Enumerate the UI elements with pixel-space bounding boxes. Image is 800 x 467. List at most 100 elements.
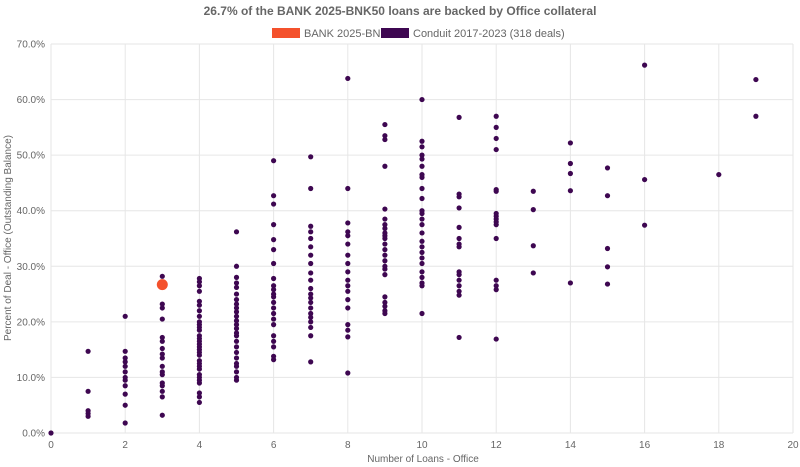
data-point-conduit[interactable]: [456, 334, 462, 341]
data-point-conduit[interactable]: [159, 305, 165, 311]
data-point-conduit[interactable]: [159, 301, 165, 307]
data-point-conduit[interactable]: [604, 281, 611, 287]
data-point-conduit[interactable]: [419, 238, 425, 244]
data-point-conduit[interactable]: [271, 338, 277, 344]
data-point-conduit[interactable]: [233, 229, 240, 235]
data-point-conduit[interactable]: [345, 220, 351, 226]
data-point-conduit[interactable]: [382, 222, 388, 228]
data-point-conduit[interactable]: [419, 171, 425, 178]
data-point-conduit[interactable]: [456, 224, 462, 230]
data-point-conduit[interactable]: [196, 308, 202, 314]
data-point-conduit[interactable]: [271, 193, 277, 199]
data-point-conduit[interactable]: [382, 303, 388, 309]
legend-item-bank[interactable]: BANK 2025-BNK50: [272, 28, 400, 40]
data-point-conduit[interactable]: [122, 348, 128, 354]
data-point-conduit[interactable]: [308, 223, 314, 229]
data-point-conduit[interactable]: [122, 374, 128, 381]
data-point-conduit[interactable]: [493, 235, 499, 242]
data-point-conduit[interactable]: [382, 241, 388, 247]
data-point-conduit[interactable]: [122, 391, 128, 397]
data-point-conduit[interactable]: [159, 394, 165, 400]
data-point-conduit[interactable]: [159, 412, 165, 418]
data-point-conduit[interactable]: [345, 241, 351, 247]
data-point-conduit[interactable]: [382, 247, 388, 253]
data-point-conduit[interactable]: [122, 402, 128, 408]
data-point-conduit[interactable]: [345, 322, 351, 328]
data-point-conduit[interactable]: [345, 233, 351, 239]
data-point-conduit[interactable]: [308, 285, 314, 292]
data-point-conduit[interactable]: [456, 288, 462, 294]
data-point-conduit[interactable]: [493, 135, 499, 142]
data-point-conduit[interactable]: [159, 334, 165, 341]
data-point-conduit[interactable]: [382, 263, 388, 269]
data-point-conduit[interactable]: [419, 185, 425, 192]
data-point-bank[interactable]: [156, 279, 168, 291]
data-point-conduit[interactable]: [382, 252, 388, 258]
data-point-conduit[interactable]: [308, 270, 314, 276]
data-point-conduit[interactable]: [345, 260, 351, 267]
data-point-conduit[interactable]: [530, 207, 536, 213]
data-point-conduit[interactable]: [233, 369, 240, 375]
data-point-conduit[interactable]: [196, 288, 202, 294]
data-point-conduit[interactable]: [308, 324, 314, 331]
data-point-conduit[interactable]: [271, 322, 277, 328]
data-point-conduit[interactable]: [85, 348, 91, 354]
data-point-conduit[interactable]: [271, 305, 277, 311]
data-point-conduit[interactable]: [122, 420, 128, 426]
data-point-conduit[interactable]: [753, 76, 759, 83]
data-point-conduit[interactable]: [345, 229, 351, 235]
data-point-conduit[interactable]: [308, 154, 314, 160]
data-point-conduit[interactable]: [716, 171, 722, 178]
data-point-conduit[interactable]: [271, 333, 277, 339]
data-point-conduit[interactable]: [122, 355, 128, 361]
data-point-conduit[interactable]: [382, 258, 388, 264]
data-point-conduit[interactable]: [308, 299, 314, 306]
data-point-conduit[interactable]: [567, 160, 574, 167]
data-point-conduit[interactable]: [419, 138, 425, 144]
data-point-conduit[interactable]: [196, 313, 202, 319]
data-point-conduit[interactable]: [233, 355, 240, 361]
data-point-conduit[interactable]: [345, 75, 351, 82]
data-point-conduit[interactable]: [419, 152, 425, 158]
data-point-conduit[interactable]: [382, 121, 388, 128]
data-point-conduit[interactable]: [345, 288, 351, 294]
data-point-conduit[interactable]: [271, 310, 277, 317]
data-point-conduit[interactable]: [345, 370, 351, 376]
data-point-conduit[interactable]: [456, 241, 462, 247]
data-point-conduit[interactable]: [419, 255, 425, 261]
data-point-conduit[interactable]: [753, 113, 759, 119]
data-point-conduit[interactable]: [233, 344, 240, 350]
data-point-conduit[interactable]: [233, 338, 240, 344]
data-point-conduit[interactable]: [196, 283, 202, 289]
data-point-conduit[interactable]: [233, 263, 240, 269]
data-point-conduit[interactable]: [382, 216, 388, 222]
data-point-conduit[interactable]: [271, 291, 277, 297]
data-point-conduit[interactable]: [159, 338, 165, 344]
data-point-conduit[interactable]: [271, 222, 277, 228]
data-point-conduit[interactable]: [419, 249, 425, 255]
data-point-conduit[interactable]: [493, 287, 499, 293]
data-point-conduit[interactable]: [456, 191, 462, 197]
data-point-conduit[interactable]: [345, 277, 351, 283]
data-point-conduit[interactable]: [345, 283, 351, 289]
data-point-conduit[interactable]: [233, 322, 240, 328]
data-point-conduit[interactable]: [308, 295, 314, 301]
data-point-conduit[interactable]: [567, 188, 574, 194]
data-point-conduit[interactable]: [419, 230, 425, 236]
data-point-conduit[interactable]: [456, 277, 462, 283]
data-point-conduit[interactable]: [308, 252, 314, 258]
data-point-conduit[interactable]: [271, 283, 277, 289]
data-point-conduit[interactable]: [233, 297, 240, 303]
data-point-conduit[interactable]: [271, 275, 277, 282]
data-point-conduit[interactable]: [493, 283, 499, 289]
data-point-conduit[interactable]: [419, 269, 425, 275]
data-point-conduit[interactable]: [122, 359, 128, 365]
data-point-conduit[interactable]: [233, 325, 240, 332]
data-point-conduit[interactable]: [456, 283, 462, 289]
data-point-conduit[interactable]: [308, 310, 314, 317]
data-point-conduit[interactable]: [233, 305, 240, 311]
data-point-conduit[interactable]: [271, 344, 277, 350]
data-point-conduit[interactable]: [308, 333, 314, 339]
data-point-conduit[interactable]: [233, 274, 240, 280]
data-point-conduit[interactable]: [271, 237, 277, 243]
